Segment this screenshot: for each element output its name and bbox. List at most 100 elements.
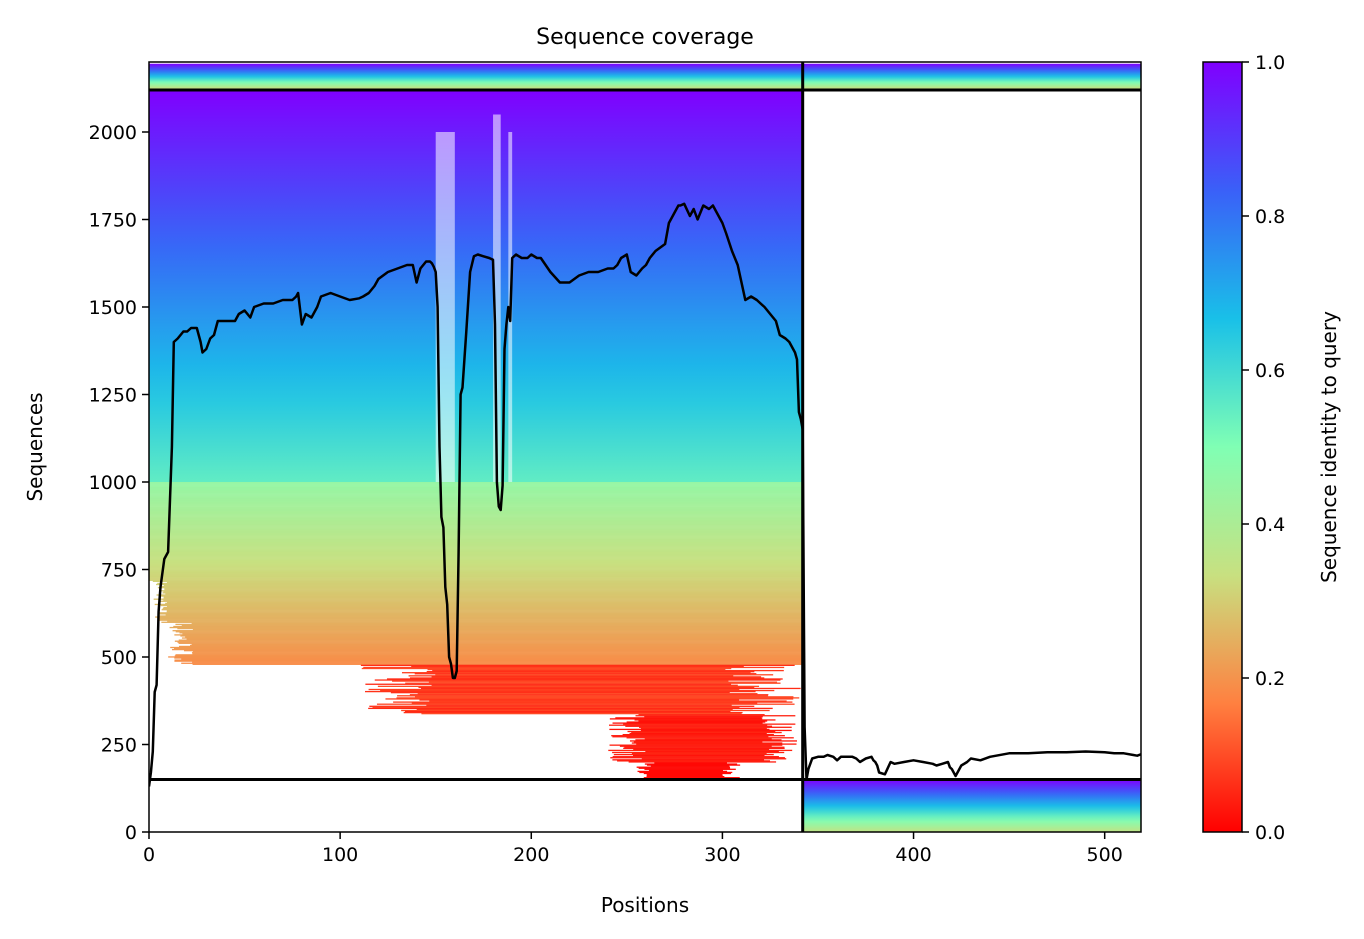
- alignment-row: [165, 593, 803, 595]
- alignment-row: [163, 599, 803, 601]
- alignment-row: [149, 533, 803, 535]
- alignment-row: [149, 541, 803, 544]
- alignment-row: [631, 752, 767, 755]
- alignment-row: [435, 674, 774, 676]
- alignment-row: [426, 704, 732, 706]
- alignment-row: [164, 588, 803, 590]
- y-tick-label: 2000: [89, 122, 137, 144]
- alignment-row: [627, 730, 776, 733]
- alignment-row: [149, 537, 803, 539]
- alignment-row: [192, 651, 803, 653]
- alignment-row: [363, 666, 785, 669]
- alignment-row: [149, 488, 803, 490]
- alignment-row: [644, 716, 763, 718]
- alignment-row: [163, 606, 803, 609]
- alignment-row: [644, 763, 738, 765]
- alignment-row: [646, 776, 725, 778]
- alignment-row: [149, 576, 803, 578]
- alignment-row: [149, 550, 803, 552]
- alignment-row: [372, 706, 740, 708]
- alignment-row: [149, 528, 803, 530]
- alignment-row: [149, 496, 803, 498]
- alignment-row: [393, 701, 793, 703]
- y-tick-label: 750: [101, 560, 137, 582]
- alignment-row: [617, 760, 771, 762]
- colorbar-tick-label: 0.8: [1255, 206, 1285, 228]
- alignment-row: [149, 487, 803, 489]
- alignment-gaps: [435, 114, 513, 622]
- alignment-row: [638, 767, 731, 769]
- alignment-row: [149, 543, 803, 546]
- alignment-row: [377, 685, 760, 687]
- alignment-row: [654, 762, 727, 764]
- alignment-row: [166, 601, 803, 603]
- alignment-row: [149, 517, 803, 519]
- alignment-row: [368, 688, 740, 691]
- alignment-row: [421, 713, 742, 715]
- alignment-row: [159, 600, 803, 602]
- alignment-row: [149, 535, 803, 537]
- alignment-row: [639, 771, 733, 774]
- alignment-row: [149, 558, 803, 560]
- alignment-row: [639, 726, 792, 728]
- alignment-row: [640, 727, 767, 729]
- x-tick-label: 0: [143, 844, 155, 866]
- alignment-row: [149, 518, 803, 521]
- alignment-row: [376, 703, 795, 705]
- alignment-row: [149, 521, 803, 524]
- alignment-row: [149, 530, 803, 532]
- alignment-row: [149, 578, 803, 580]
- alignment-row: [644, 738, 772, 740]
- alignment-row: [149, 512, 803, 514]
- colorbar-fill: [1202, 61, 1243, 833]
- alignment-row: [156, 583, 803, 586]
- plot-area: [149, 62, 1141, 832]
- alignment-row: [163, 596, 803, 598]
- alignment-row: [149, 560, 803, 563]
- alignment-row: [609, 744, 783, 746]
- block-chain1: [149, 90, 803, 482]
- alignment-row: [163, 584, 803, 587]
- y-tick-label: 500: [101, 647, 137, 669]
- alignment-row: [149, 540, 803, 543]
- alignment-row: [416, 708, 733, 711]
- alignment-row: [149, 526, 803, 528]
- alignment-row: [160, 604, 803, 607]
- alignment-row: [191, 643, 803, 645]
- alignment-row: [174, 647, 803, 650]
- alignment-row: [171, 648, 803, 651]
- alignment-row: [163, 591, 803, 593]
- alignment-row: [385, 698, 794, 700]
- alignment-row: [192, 661, 803, 663]
- alignment-row: [390, 692, 730, 694]
- alignment-row: [609, 728, 770, 731]
- alignment-row: [149, 524, 803, 526]
- alignment-row: [178, 639, 803, 641]
- alignment-row: [420, 687, 801, 690]
- alignment-row: [418, 686, 755, 689]
- alignment-row: [610, 757, 785, 759]
- alignment-row: [181, 662, 803, 664]
- alignment-row: [172, 630, 803, 632]
- alignment-row: [608, 749, 793, 752]
- x-tick-label: 500: [1087, 844, 1123, 866]
- alignment-row: [149, 562, 803, 565]
- alignment-row: [149, 515, 803, 517]
- alignment-row: [427, 668, 726, 671]
- alignment-row: [631, 742, 783, 744]
- alignment-row: [397, 695, 768, 697]
- alignment-row: [175, 631, 803, 633]
- alignment-row: [632, 755, 765, 757]
- alignment-row: [157, 613, 803, 615]
- colorbar-tick-label: 0.4: [1255, 514, 1285, 536]
- gap-streak: [435, 132, 455, 482]
- alignment-row: [153, 598, 803, 600]
- alignment-row: [638, 720, 768, 722]
- alignment-row: [613, 753, 774, 756]
- alignment-row: [192, 653, 803, 655]
- y-tick-label: 1750: [89, 210, 137, 232]
- alignment-row: [149, 568, 803, 570]
- alignment-row: [612, 756, 779, 758]
- alignment-row: [162, 592, 803, 594]
